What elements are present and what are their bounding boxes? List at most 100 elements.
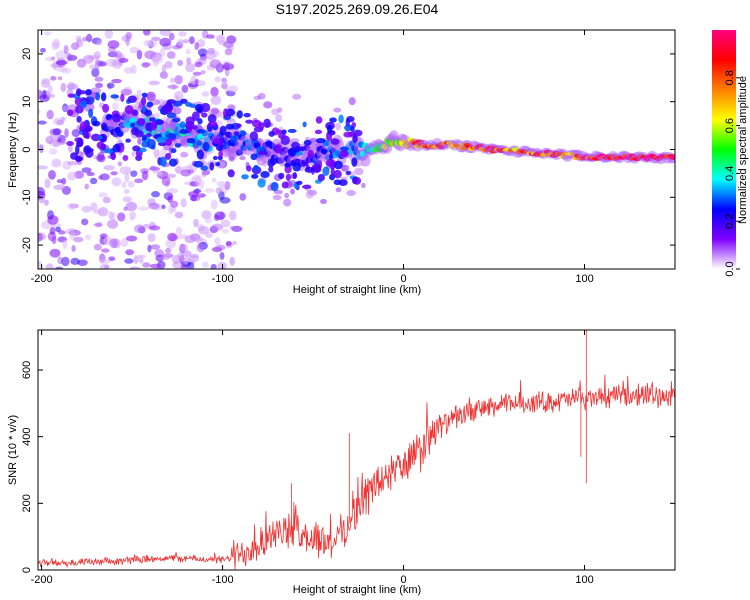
y-tick-label: 0: [21, 567, 33, 573]
spectrogram-ridge-point: [104, 148, 114, 154]
spectrogram-ridge-point: [245, 119, 254, 124]
spectrogram-noise-point: [227, 85, 239, 93]
spectrogram-noise-point: [49, 226, 56, 235]
spectrogram-ridge-point: [80, 100, 88, 109]
spectrogram-noise-point: [165, 238, 177, 249]
spectrogram-noise-point: [178, 31, 187, 37]
spectrogram-ridge-point: [263, 118, 271, 129]
spectrogram-ridge-point: [345, 170, 352, 176]
spectrogram-noise-point: [129, 211, 137, 220]
spectrogram-ridge-point: [84, 132, 90, 139]
spectrogram-ridge-point: [315, 138, 326, 144]
spectrogram-ridge-point: [304, 166, 315, 173]
spectrogram-noise-point: [174, 211, 184, 219]
spectrogram-noise-point: [206, 34, 215, 39]
spectrogram-ridge-point: [333, 160, 343, 170]
spectrogram-noise-point: [38, 232, 43, 242]
spectrogram-ridge-point: [243, 112, 251, 118]
spectrogram-noise-point: [225, 240, 232, 247]
spectrogram-noise-point: [210, 107, 220, 115]
spectrogram-noise-point: [94, 76, 104, 82]
spectrogram-ridge-point: [281, 181, 289, 189]
spectrogram-ridge-point: [250, 174, 259, 179]
snr-panel: -200 -100 0 100 0 200 400 600 Height of straig…: [7, 329, 676, 596]
spectrogram-ridge-point: [76, 115, 82, 123]
spectrogram-ridge-point: [296, 180, 303, 186]
spectrogram-noise-point: [143, 30, 151, 36]
spectrogram-noise-point: [151, 191, 161, 198]
spectrogram-ridge-point: [339, 146, 349, 151]
spectrogram-noise-point: [91, 67, 100, 78]
spectrogram-noise-point: [125, 36, 130, 47]
spectrogram-noise-point: [159, 71, 169, 79]
spectrogram-ridge-point: [233, 131, 240, 136]
spectrogram-noise-point: [196, 242, 205, 253]
spectrogram-ridge-point: [270, 181, 279, 192]
spectrogram-ridge-point: [185, 102, 193, 107]
spectrogram-noise-point: [104, 30, 114, 39]
spectrogram-marks: [38, 30, 675, 269]
spectrogram-ridge-point: [315, 116, 323, 124]
spectrogram-noise-point: [173, 90, 184, 101]
spectrogram-ridge-point: [98, 135, 103, 140]
spectrogram-noise-point: [148, 80, 160, 86]
spectrogram-noise-point: [209, 59, 222, 69]
spectrogram-ridge-point: [92, 120, 101, 127]
spectrogram-noise-point: [184, 235, 196, 244]
spectrogram-noise-point: [167, 173, 177, 178]
spectrogram-ridge-point: [338, 179, 348, 186]
spectrogram-ridge-point: [352, 134, 358, 143]
spectrogram-halo: [360, 154, 371, 167]
spectrogram-ridge-point: [343, 131, 353, 138]
spectrogram-noise-point: [211, 223, 224, 232]
spectrogram-noise-point: [50, 75, 57, 81]
spectrogram-ridge-point: [241, 174, 249, 180]
spectrogram-ridge-point: [110, 94, 119, 99]
spectrogram-noise-point: [93, 243, 102, 251]
spectrogram-ridge-point: [166, 112, 177, 119]
spectrogram-noise-point: [131, 151, 136, 157]
spectrogram-ridge-point: [301, 184, 312, 189]
spectrogram-noise-point: [125, 32, 133, 39]
spectrogram-ridge-point: [141, 134, 147, 141]
spectrogram-noise-point: [119, 166, 132, 175]
spectrogram-noise-point: [129, 266, 140, 269]
spectrogram-ridge-point: [168, 158, 178, 167]
spectrogram-noise-point: [93, 222, 103, 227]
spectrogram-noise-point: [162, 255, 170, 261]
spectrogram-noise-point: [180, 198, 187, 208]
spectrogram-noise-point: [54, 266, 64, 269]
spectrogram-noise-point: [224, 181, 231, 190]
spectrogram-ridge-point: [112, 113, 122, 123]
spectrogram-noise-point: [72, 236, 84, 243]
spectrogram-ridge-point: [212, 155, 218, 161]
spectrogram-ridge-point: [197, 118, 203, 125]
spectrogram-noise-point: [106, 82, 115, 89]
spectrogram-noise-point: [346, 189, 356, 196]
spectrogram-ridge-point: [85, 149, 94, 158]
snr-series-line: [38, 330, 675, 570]
spectrogram-noise-point: [107, 40, 120, 49]
y-tick-label: 10: [21, 96, 33, 108]
spectrogram-noise-point: [188, 36, 195, 45]
spectrogram-noise-point: [215, 244, 226, 251]
spectrogram-ridge-point: [260, 171, 270, 178]
spectrogram-noise-point: [210, 86, 219, 97]
spectrogram-noise-point: [67, 203, 77, 210]
spectrogram-ridge-point: [292, 162, 301, 172]
spectrogram-noise-point: [211, 177, 217, 183]
spectrogram-ridge-point: [66, 141, 74, 147]
spectrogram-ridge-point: [227, 169, 235, 178]
spectrogram-ridge-point: [90, 133, 101, 142]
spectrogram-ridge-point: [268, 166, 274, 173]
spectrogram-ridge-point: [329, 117, 337, 123]
spectrogram-ridge-point: [253, 164, 259, 172]
colorbar-ticks: 0.0 0.2 0.4 0.6 0.8: [724, 70, 740, 277]
x-tick-label: 0: [400, 574, 406, 586]
spectrogram-noise-point: [220, 219, 231, 228]
spectrogram-noise-point: [223, 61, 230, 71]
spectrogram-ridge-point: [191, 111, 200, 122]
spectrogram-noise-point: [89, 177, 98, 185]
